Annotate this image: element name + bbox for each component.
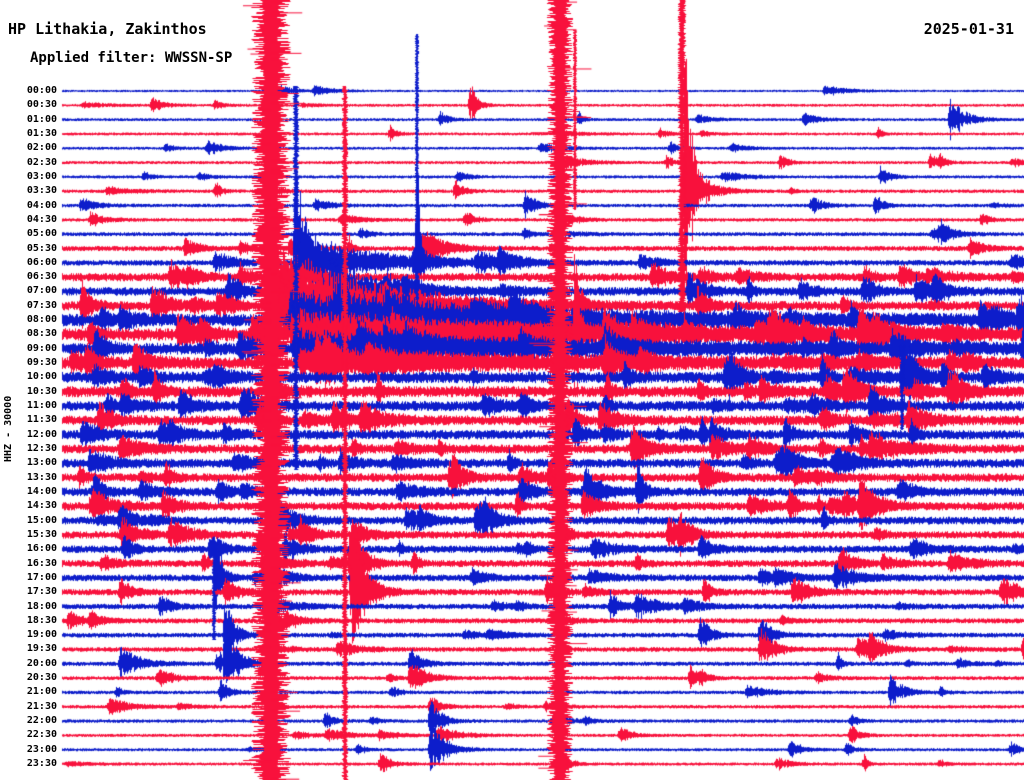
- time-label: 15:00: [26, 514, 57, 526]
- time-label: 12:00: [26, 428, 57, 440]
- time-label: 16:00: [26, 543, 57, 555]
- time-label: 13:00: [26, 457, 57, 469]
- time-label: 18:30: [26, 614, 57, 626]
- time-label: 23:30: [26, 758, 57, 770]
- time-label: 10:30: [26, 385, 57, 397]
- time-label: 09:00: [26, 342, 57, 354]
- time-label: 16:30: [26, 557, 57, 569]
- time-label: 01:30: [26, 127, 57, 139]
- time-label: 22:00: [26, 715, 57, 727]
- time-label: 10:00: [26, 371, 57, 383]
- time-label: 03:30: [26, 185, 57, 197]
- time-label: 22:30: [26, 729, 57, 741]
- time-label: 23:00: [26, 743, 57, 755]
- time-label: 11:30: [26, 414, 57, 426]
- time-label: 08:00: [26, 314, 57, 326]
- time-label: 18:00: [26, 600, 57, 612]
- filter-label: Applied filter: WWSSN-SP: [30, 50, 233, 66]
- time-label: 20:30: [26, 672, 57, 684]
- time-label: 14:30: [26, 500, 57, 512]
- date-label: 2025-01-31: [923, 20, 1014, 38]
- time-label: 19:30: [26, 643, 57, 655]
- time-label: 21:30: [26, 700, 57, 712]
- time-label: 17:30: [26, 586, 57, 598]
- time-label: 07:30: [26, 299, 57, 311]
- station-title: HP Lithakia, Zakinthos: [8, 20, 207, 38]
- time-label: 00:30: [26, 99, 57, 111]
- time-label: 09:30: [26, 357, 57, 369]
- time-label: 05:30: [26, 242, 57, 254]
- time-label: 05:00: [26, 228, 57, 240]
- time-label: 03:00: [26, 170, 57, 182]
- time-label: 17:00: [26, 571, 57, 583]
- time-label: 02:30: [26, 156, 57, 168]
- time-label: 13:30: [26, 471, 57, 483]
- time-label: 20:00: [26, 657, 57, 669]
- time-label: 19:00: [26, 629, 57, 641]
- time-label: 06:30: [26, 271, 57, 283]
- time-label: 07:00: [26, 285, 57, 297]
- time-label: 11:00: [26, 400, 57, 412]
- time-label: 01:00: [26, 113, 57, 125]
- time-label: 21:00: [26, 686, 57, 698]
- time-label: 15:30: [26, 528, 57, 540]
- time-label: 00:00: [26, 85, 57, 96]
- time-label: 14:00: [26, 485, 57, 497]
- time-label: 08:30: [26, 328, 57, 340]
- time-label: 02:00: [26, 142, 57, 154]
- time-label: 04:30: [26, 213, 57, 225]
- time-label: 12:30: [26, 443, 57, 454]
- time-label: 06:00: [26, 256, 57, 268]
- time-label: 04:00: [26, 199, 57, 211]
